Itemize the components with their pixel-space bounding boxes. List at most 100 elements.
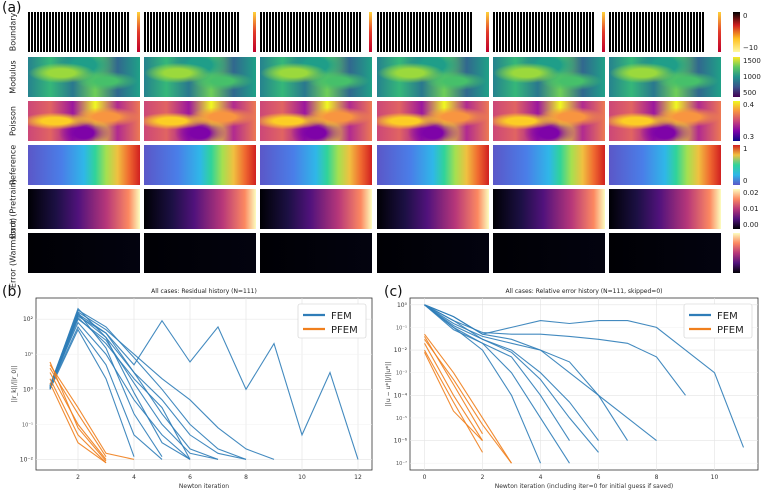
field-tile bbox=[28, 189, 140, 229]
colorbar-tick-label: 1 bbox=[743, 145, 748, 153]
field-tile bbox=[28, 12, 140, 52]
chart-title: All cases: Relative error history (N=111… bbox=[506, 288, 663, 295]
colorbar-tick-label: 0 bbox=[743, 12, 748, 20]
field-tile bbox=[377, 233, 489, 273]
series-line-fem bbox=[424, 304, 570, 464]
field-tile bbox=[609, 12, 721, 52]
colorbar bbox=[733, 233, 740, 273]
series-line-fem bbox=[424, 304, 686, 396]
series-line-fem bbox=[49, 321, 191, 460]
series-line-pfem bbox=[424, 349, 483, 453]
colorbar-tick-label: −10 bbox=[743, 44, 758, 52]
row-label: Poisson bbox=[8, 106, 18, 136]
series-line-pfem bbox=[49, 382, 107, 464]
x-tick-label: 4 bbox=[539, 474, 543, 481]
series-line-pfem bbox=[49, 378, 107, 464]
y-minor-tick-label: 10⁻⁷ bbox=[396, 461, 407, 467]
field-tile bbox=[493, 12, 605, 52]
y-tick-label: 10⁻⁶ bbox=[394, 438, 408, 445]
panel-label-b: (b) bbox=[2, 284, 22, 300]
x-axis-label: Newton iteration (including iter=0 for i… bbox=[495, 483, 674, 490]
series-line-fem bbox=[49, 316, 191, 460]
field-tile bbox=[493, 189, 605, 229]
y-minor-tick-label: 10⁻⁵ bbox=[396, 416, 407, 422]
field-tile bbox=[609, 57, 721, 97]
x-tick-label: 4 bbox=[132, 474, 136, 481]
colorbar-tick-label: 0.02 bbox=[743, 189, 759, 197]
field-tile bbox=[144, 189, 256, 229]
x-tick-label: 0 bbox=[423, 474, 427, 481]
legend-label: PFEM bbox=[717, 325, 744, 336]
y-axis-label: ||r_k||/||r_0|| bbox=[11, 366, 18, 402]
field-tile bbox=[493, 57, 605, 97]
field-tile bbox=[377, 189, 489, 229]
series-line-pfem bbox=[424, 343, 483, 441]
y-minor-tick-label: 10¹ bbox=[25, 352, 33, 358]
series-line-pfem bbox=[49, 361, 107, 462]
field-tile bbox=[144, 233, 256, 273]
field-tile bbox=[493, 145, 605, 185]
colorbar-tick-label: 1500 bbox=[743, 57, 761, 65]
series-line-fem bbox=[49, 309, 247, 460]
field-tile bbox=[260, 189, 372, 229]
chart-title: All cases: Residual history (N=111) bbox=[151, 288, 257, 295]
x-tick-label: 6 bbox=[188, 474, 192, 481]
y-tick-label: 10⁰ bbox=[397, 302, 408, 309]
y-minor-tick-label: 10⁻³ bbox=[396, 371, 407, 377]
field-tile bbox=[260, 145, 372, 185]
x-tick-label: 8 bbox=[244, 474, 248, 481]
residual-history-chart: 2 4 6 8 10 12 10² 10⁰ 10⁻² 10¹ 10⁻¹ All cases: Resi… bbox=[11, 288, 373, 490]
y-minor-tick-label: 10⁻¹ bbox=[22, 422, 33, 428]
series-line-fem bbox=[49, 311, 275, 460]
series-line-fem bbox=[424, 304, 542, 464]
relative-error-history-chart: 0 2 4 6 8 10 10⁰ 10⁻² 10⁻⁴ 10⁻⁶ 10⁻¹ 10⁻³ 10⁻⁵ 10⁻⁷ Al… bbox=[385, 288, 759, 490]
y-minor-tick-label: 10⁻¹ bbox=[396, 325, 407, 331]
field-tile bbox=[377, 12, 489, 52]
row-label: Error (Warmstart) bbox=[8, 217, 18, 289]
field-tile bbox=[377, 57, 489, 97]
y-tick-label: 10² bbox=[23, 316, 34, 323]
field-tile bbox=[144, 57, 256, 97]
series-line-fem bbox=[49, 314, 247, 460]
y-tick-label: 10⁰ bbox=[23, 386, 34, 393]
colorbar-tick-label: 0 bbox=[743, 177, 748, 185]
legend-label: FEM bbox=[717, 311, 738, 322]
x-tick-label: 2 bbox=[76, 474, 80, 481]
x-axis-label: Newton iteration bbox=[179, 483, 229, 490]
panel-label-c: (c) bbox=[384, 284, 403, 300]
series-line-fem bbox=[424, 304, 599, 453]
field-tile bbox=[493, 233, 605, 273]
series-line-pfem bbox=[424, 352, 483, 441]
series-line-pfem bbox=[424, 336, 483, 435]
field-tile bbox=[260, 233, 372, 273]
field-tile bbox=[377, 101, 489, 141]
legend-label: FEM bbox=[331, 311, 352, 322]
field-tile bbox=[377, 145, 489, 185]
field-tile bbox=[28, 101, 140, 141]
colorbar-tick-label: 1000 bbox=[743, 73, 761, 81]
colorbar-tick-label: 0.3 bbox=[743, 133, 755, 141]
row-label: Boundary bbox=[8, 12, 18, 52]
colorbar bbox=[733, 101, 740, 141]
field-tile bbox=[28, 145, 140, 185]
colorbar bbox=[733, 145, 740, 185]
legend-label: PFEM bbox=[331, 325, 358, 336]
field-tile bbox=[28, 57, 140, 97]
x-tick-label: 8 bbox=[655, 474, 659, 481]
field-tile bbox=[609, 145, 721, 185]
colorbar bbox=[733, 189, 740, 229]
series-line-fem bbox=[49, 328, 135, 457]
series-line-fem bbox=[49, 313, 359, 460]
colorbar bbox=[733, 57, 740, 97]
field-tile bbox=[609, 233, 721, 273]
panel-label-a: (a) bbox=[2, 0, 22, 16]
y-tick-label: 10⁻² bbox=[394, 347, 408, 354]
series-line-fem bbox=[49, 325, 163, 460]
series-line-pfem bbox=[49, 364, 135, 460]
colorbar-tick-label: 500 bbox=[743, 89, 757, 97]
y-tick-label: 10⁻² bbox=[20, 456, 34, 463]
x-tick-label: 10 bbox=[298, 474, 306, 481]
colorbar-tick-label: 0.4 bbox=[743, 101, 755, 109]
field-tile bbox=[260, 101, 372, 141]
